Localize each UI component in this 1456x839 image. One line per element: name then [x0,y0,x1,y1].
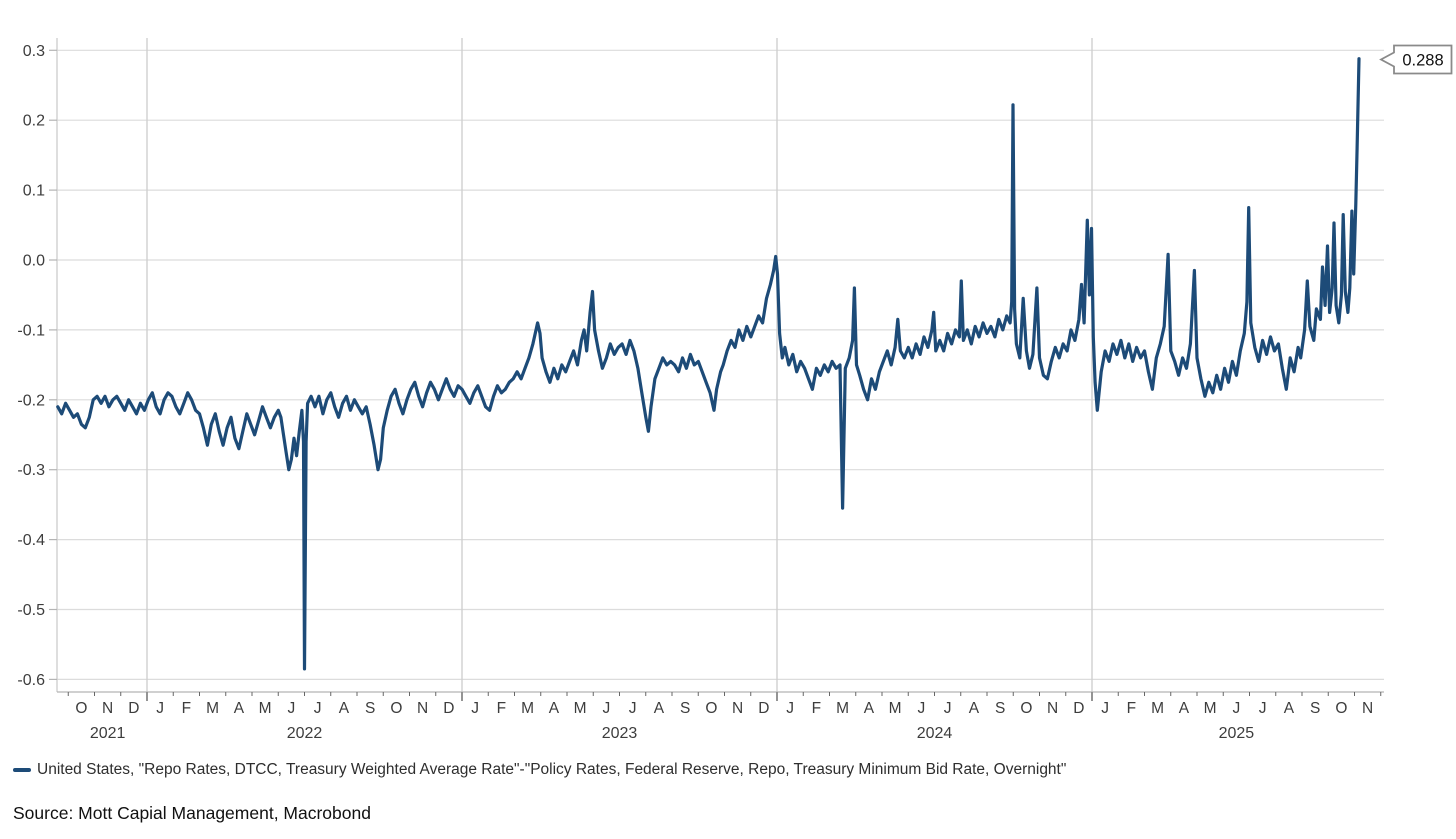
month-tick-label: J [918,700,926,717]
last-value-callout: 0.288 [1379,44,1453,75]
month-tick-label: J [288,700,296,717]
month-tick-label: D [758,700,769,717]
y-tick-label: -0.2 [17,392,45,409]
legend-line-swatch-icon [13,768,31,772]
month-tick-label: F [497,700,506,717]
month-tick-label: A [1179,700,1190,717]
y-tick-label: 0.0 [23,253,45,270]
line-chart: 0.3 0.2 0.1 0.0 -0.1 -0.2 -0.3 -0.4 -0.5 -0.6 O N D J… [17,38,1453,742]
y-tick-label: -0.5 [17,602,45,619]
month-tick-label: F [1127,700,1136,717]
month-tick-label: J [1259,700,1267,717]
month-tick-label: D [1073,700,1084,717]
source-attribution: Source: Mott Capial Management, Macrobon… [13,803,371,823]
month-tick-label: M [259,700,272,717]
month-tick-label: A [969,700,980,717]
month-tick-label: J [314,700,322,717]
month-tick-label: F [182,700,191,717]
month-tick-label: M [1151,700,1164,717]
month-tick-label: O [1020,700,1032,717]
month-tick-label: D [443,700,454,717]
y-tick-label: -0.1 [17,322,45,339]
y-tick-label: -0.3 [17,462,45,479]
month-tick-label: M [206,700,219,717]
month-tick-label: S [1310,700,1320,717]
month-tick-label: J [944,700,952,717]
month-tick-label: F [812,700,821,717]
callout-value-text: 0.288 [1402,52,1443,70]
series-line [56,57,1361,671]
month-tick-label: N [102,700,113,717]
month-tick-label: O [1335,700,1347,717]
month-tick-label: D [128,700,139,717]
callout-bubble-shape [1379,44,1453,75]
y-tick-label: -0.4 [17,532,45,549]
month-tick-label: M [574,700,587,717]
month-tick-label: J [629,700,637,717]
axis-layer: 0.30.20.10.0-0.1-0.2-0.3-0.4-0.5-0.6O N D J… [17,43,1384,742]
series-layer [56,57,1361,671]
month-tick-label: N [732,700,743,717]
y-tick-label: 0.2 [23,113,45,130]
month-tick-label: A [339,700,350,717]
month-tick-label: J [786,700,794,717]
month-tick-label: S [995,700,1005,717]
month-tick-label: A [234,700,245,717]
month-tick-label: N [417,700,428,717]
month-tick-label: M [521,700,534,717]
year-label: 2021 [90,725,126,742]
legend-series-label: United States, "Repo Rates, DTCC, Treasu… [37,761,1067,778]
month-tick-label: J [1101,700,1109,717]
year-label: 2024 [917,725,953,742]
month-tick-label: N [1047,700,1058,717]
y-tick-label: 0.1 [23,183,45,200]
chart-canvas: 0.30.20.10.0-0.1-0.2-0.3-0.4-0.5-0.6O N D J… [17,38,1453,742]
month-tick-label: O [705,700,717,717]
y-tick-label: -0.6 [17,672,45,689]
year-label: 2022 [287,725,323,742]
month-tick-label: A [1284,700,1295,717]
month-tick-label: M [1204,700,1217,717]
grid-layer [56,38,1384,692]
month-tick-label: S [365,700,375,717]
month-tick-label: A [654,700,665,717]
month-tick-label: J [156,700,164,717]
month-tick-label: J [471,700,479,717]
year-label: 2023 [602,725,638,742]
month-tick-label: S [680,700,690,717]
month-tick-label: M [836,700,849,717]
month-tick-label: O [75,700,87,717]
legend: United States, "Repo Rates, DTCC, Treasu… [13,761,1066,779]
month-tick-label: O [390,700,402,717]
month-tick-label: A [549,700,560,717]
month-tick-label: N [1362,700,1373,717]
y-tick-label: 0.3 [23,43,45,60]
month-tick-label: J [603,700,611,717]
month-tick-label: M [889,700,902,717]
month-tick-label: A [864,700,875,717]
month-tick-label: J [1233,700,1241,717]
year-label: 2025 [1219,725,1255,742]
